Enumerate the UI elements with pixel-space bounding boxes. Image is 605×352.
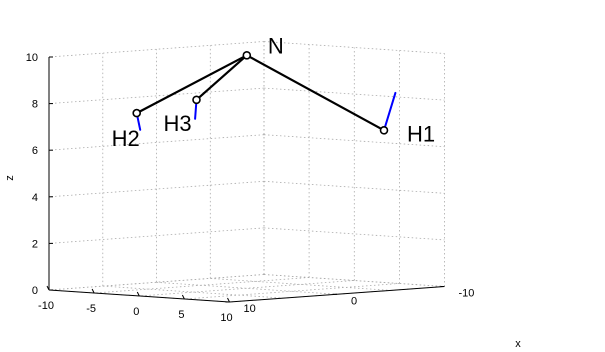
box-layer [46, 56, 445, 303]
grid-line-left-z [48, 41, 265, 58]
y-tick-mark [181, 294, 185, 300]
y-tick-mark [136, 291, 140, 297]
y-tick-label: -10 [38, 300, 54, 312]
grid-line-floor-y [184, 283, 400, 300]
x-tick-label: 0 [351, 295, 357, 307]
grid-line-back-z [263, 87, 445, 101]
x-axis-label: x [515, 338, 521, 350]
atom-marker-H3 [192, 95, 201, 105]
grid-line-floor-x [102, 285, 284, 299]
z-tick-label: 6 [32, 145, 38, 157]
grid-line-back-z [263, 227, 445, 241]
bond-N-H2 [135, 54, 248, 115]
grid-layer [48, 41, 445, 303]
y-tick-mark [91, 288, 95, 294]
y-tick-mark [46, 285, 50, 291]
z-tick-label: 0 [32, 285, 38, 297]
y-tick-mark [227, 297, 230, 303]
atom-label-H3: H3 [163, 111, 191, 136]
x-tick-label: -10 [459, 288, 475, 300]
atom-label-H1: H1 [407, 121, 435, 146]
atom-layer [132, 50, 389, 135]
z-tick-label: 10 [26, 52, 38, 64]
atom-label-layer: N H1 H2 H3 [112, 33, 435, 151]
bond-N-H3 [195, 54, 248, 101]
z-tick-label: 8 [32, 99, 38, 111]
vector-H1 [383, 91, 397, 132]
bond-N-H1 [245, 54, 386, 132]
y-tick-label: 10 [220, 312, 232, 324]
atom-marker-N [242, 50, 252, 60]
z-axis-label: z [4, 175, 16, 181]
y-tick-label: 0 [133, 306, 139, 318]
z-tick-label: 2 [32, 238, 38, 250]
x-tick-label: 10 [244, 303, 256, 315]
y-tick-label: 5 [178, 309, 184, 321]
atom-label-H2: H2 [112, 126, 140, 151]
atom-marker-H1 [379, 126, 389, 135]
z-tick-label: 4 [32, 192, 38, 204]
bond-layer [135, 54, 386, 132]
y-tick-label: -5 [86, 303, 96, 315]
atom-marker-H2 [132, 108, 141, 118]
grid-line-floor-y [139, 280, 355, 297]
atom-label-N: N [268, 33, 284, 58]
